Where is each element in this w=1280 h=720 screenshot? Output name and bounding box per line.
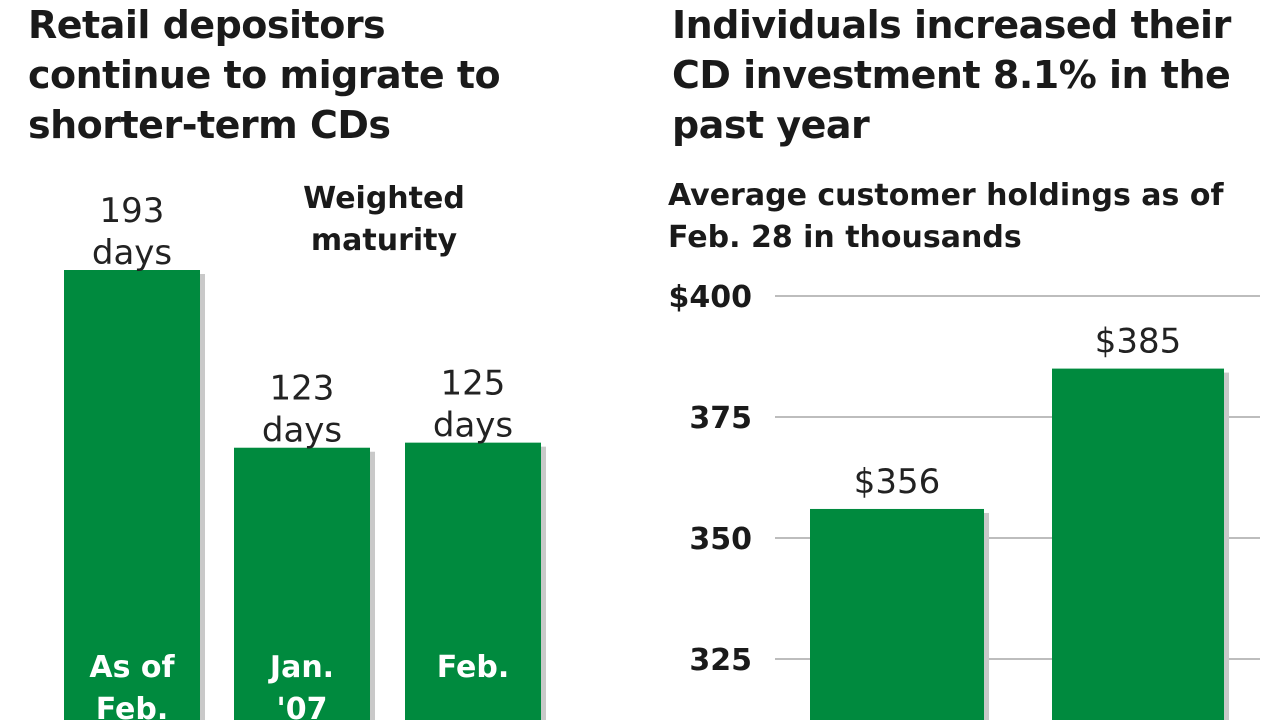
bar-value-label: $356: [854, 462, 941, 502]
series-label-line: maturity: [310, 223, 458, 258]
bar-value-label: $385: [1095, 322, 1182, 362]
bar-category-label: '07: [277, 692, 328, 720]
maturity-bar: [234, 447, 370, 720]
y-tick-label: 350: [689, 522, 752, 557]
y-tick-label: 325: [689, 643, 752, 678]
bar-value-label: 123: [270, 369, 335, 409]
right-title-line: past year: [672, 103, 870, 147]
bar-value-label: days: [433, 406, 513, 446]
maturity-bar: [64, 270, 200, 720]
bar-category-label: Jan.: [268, 650, 334, 685]
left-title-line: continue to migrate to: [28, 53, 501, 97]
bar-category-label: As of: [89, 650, 175, 685]
right-chart-title: Individuals increased their CD investmen…: [672, 0, 1231, 150]
right-title-line: Individuals increased their: [672, 3, 1231, 47]
left-title-line: Retail depositors: [28, 3, 386, 47]
left-chart-title: Retail depositors continue to migrate to…: [28, 0, 501, 150]
weighted-maturity-label: Weighted maturity: [262, 178, 506, 262]
maturity-bar: [405, 442, 541, 720]
series-label-line: Weighted: [303, 181, 465, 216]
y-tick-label: 375: [689, 401, 752, 436]
subtitle-line: Average customer holdings as of: [668, 178, 1224, 213]
holdings-bar-chart: 325 350 375 $400 $356 $385: [669, 280, 1260, 720]
subtitle-line: Feb. 28 in thousands: [668, 220, 1022, 255]
bar-value-label: days: [92, 233, 172, 273]
left-title-line: shorter-term CDs: [28, 103, 391, 147]
left-chart-panel: Retail depositors continue to migrate to…: [0, 0, 620, 720]
right-chart-panel: Individuals increased their CD investmen…: [640, 0, 1280, 720]
bar-category-label: Feb.: [96, 692, 169, 720]
bar-value-label: 193: [100, 191, 165, 231]
bar-value-label: 125: [441, 364, 506, 404]
y-tick-label: $400: [669, 280, 753, 315]
right-chart-subtitle: Average customer holdings as of Feb. 28 …: [668, 175, 1224, 259]
bar-value-label: days: [262, 411, 342, 451]
bar-category-label: Feb.: [437, 650, 510, 685]
holdings-bar: [810, 508, 984, 720]
holdings-bar: [1052, 368, 1224, 720]
right-title-line: CD investment 8.1% in the: [672, 53, 1231, 97]
